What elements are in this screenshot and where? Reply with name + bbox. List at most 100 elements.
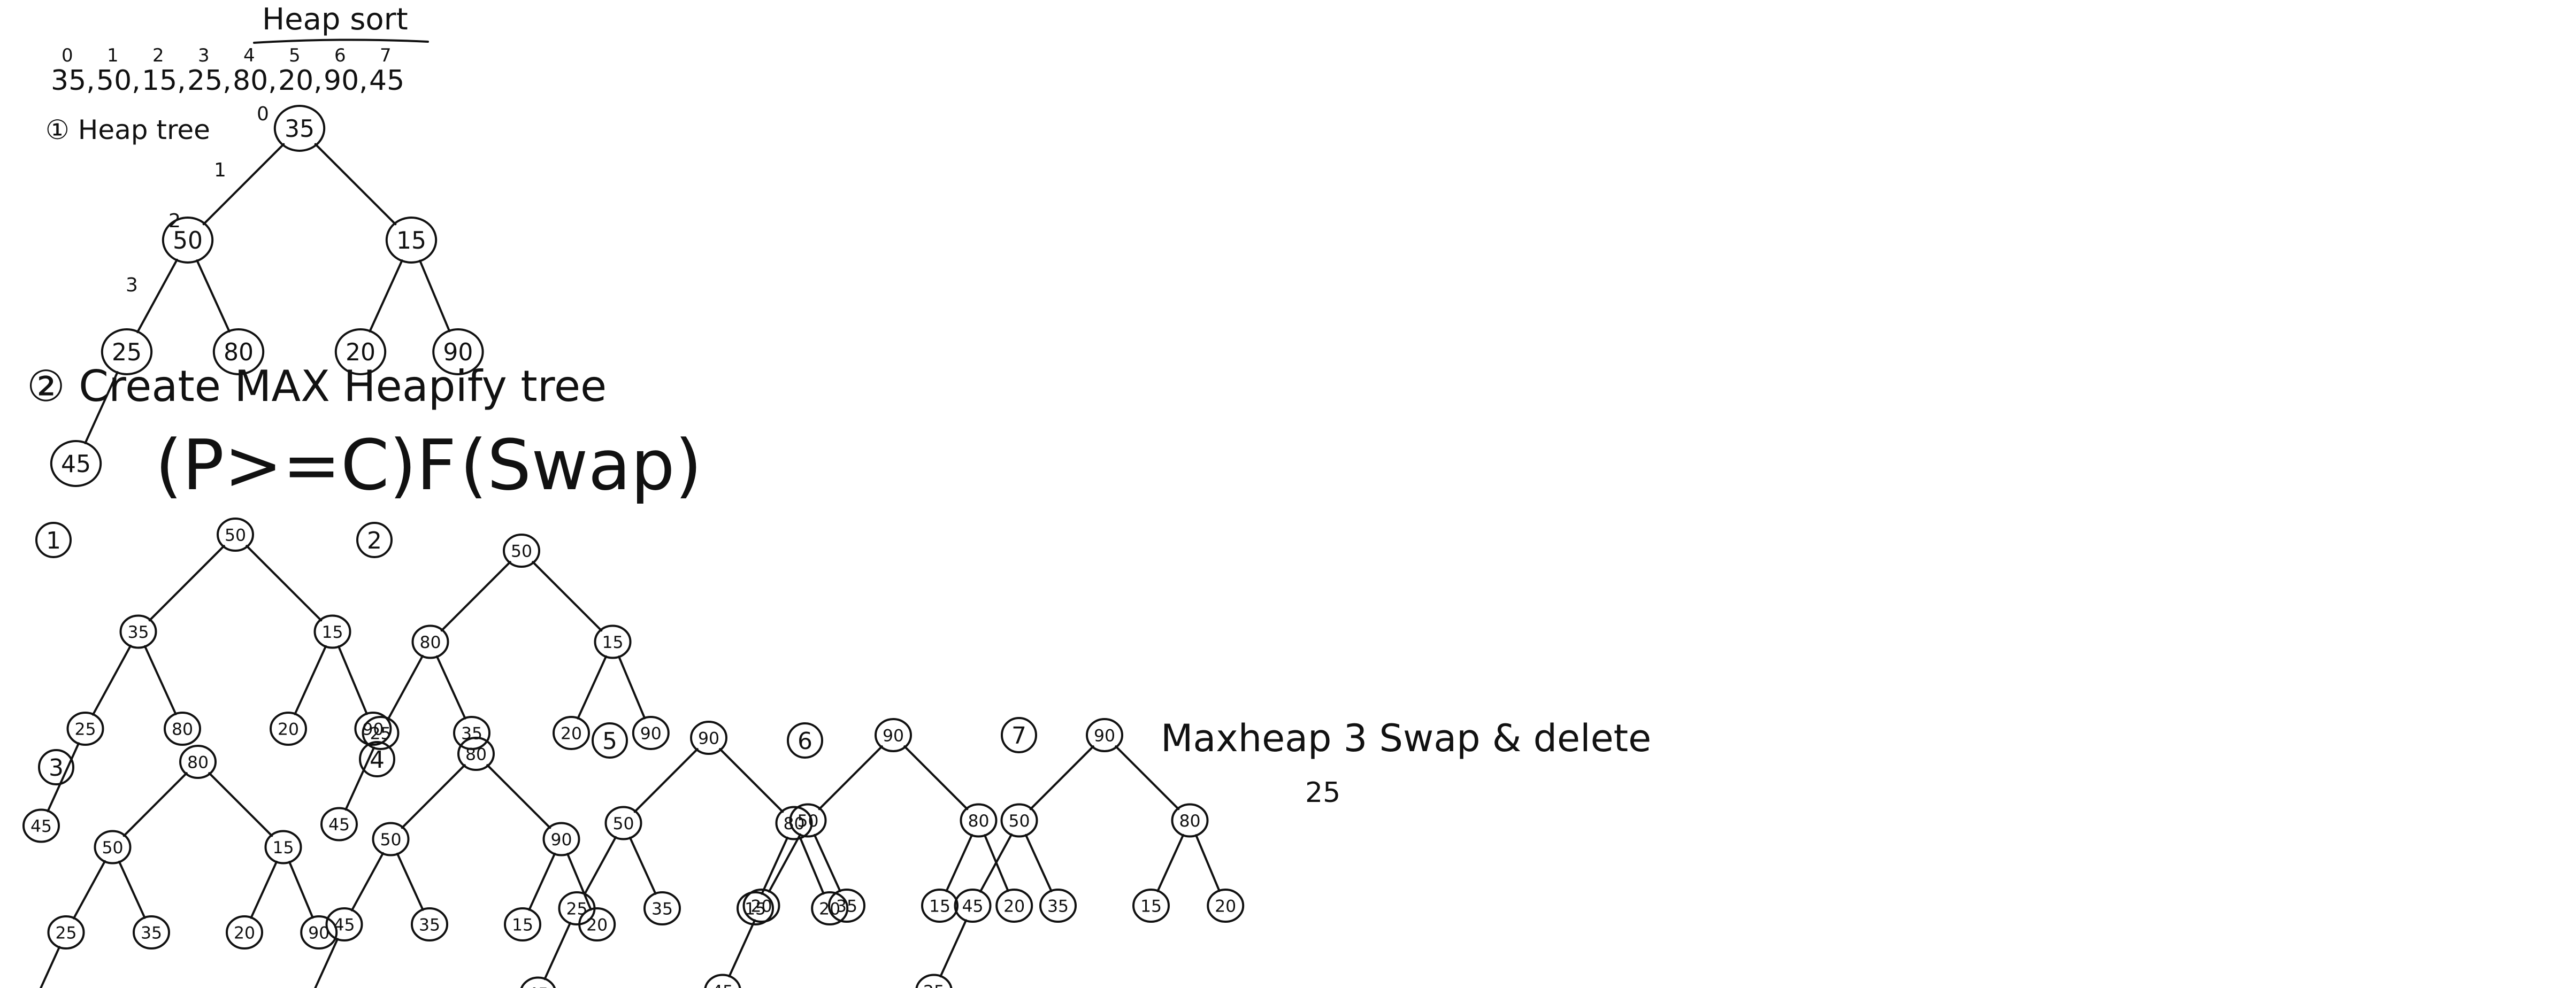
tree-edge <box>40 946 61 988</box>
tree-node-circle <box>372 822 410 856</box>
tree-edge <box>396 852 424 911</box>
tree-node-circle <box>119 614 157 649</box>
tree-node-label: 35 <box>461 724 482 743</box>
tree-edge <box>543 922 572 981</box>
tree-node-circle <box>47 915 85 950</box>
tree-node-label: 90 <box>883 726 904 745</box>
array-value: 35, <box>51 65 95 97</box>
tree-node-circle <box>995 889 1033 923</box>
tree-node-circle <box>362 716 400 750</box>
input-array: 035, 150, 215, 325, 480, 520, 690, 745 <box>51 45 404 97</box>
tree-node-label: 45 <box>333 915 355 935</box>
tree-node-label: 20 <box>278 720 299 739</box>
array-value: 50, <box>96 65 141 97</box>
tree-node-label: 90 <box>640 724 662 743</box>
tree-node-circle <box>828 889 865 923</box>
tree-node-circle <box>704 974 741 988</box>
tree-edge <box>143 645 177 715</box>
step-number-circle <box>356 522 393 558</box>
tree-edge <box>813 833 841 892</box>
step-tree: 6 90 50 80 20 35 15 20 45 <box>704 718 1033 988</box>
step-number: 1 <box>46 527 61 554</box>
tree-node-circle <box>875 718 912 752</box>
tree-node-label: 35 <box>1047 897 1069 916</box>
tree-edge <box>136 258 178 334</box>
tree-node-circle <box>133 915 170 950</box>
tree-edge <box>979 833 1013 893</box>
rule-text: (P>=C)F <box>155 424 456 506</box>
tree-node-label: 25 <box>566 899 587 918</box>
array-index: 0 <box>62 45 73 66</box>
tree-edge <box>628 836 657 895</box>
array-index: 3 <box>198 45 210 66</box>
tree-node-label: 45 <box>30 817 52 836</box>
tree-edge <box>84 371 119 444</box>
level-label: 0 <box>257 103 269 125</box>
tree-node-label: 50 <box>612 814 634 833</box>
tree-node-label: 50 <box>1008 812 1030 831</box>
step-number: 7 <box>1011 722 1026 750</box>
tree-edge <box>350 852 385 912</box>
tree-edge <box>818 745 883 811</box>
tree-edge <box>618 655 646 720</box>
array-index: 2 <box>152 45 164 66</box>
tree-node-circle <box>162 217 214 264</box>
tree-edge <box>387 654 424 720</box>
tree-node-circle <box>954 889 992 923</box>
tree-edge <box>47 742 80 813</box>
tree-node-label: 45 <box>962 897 983 916</box>
tree-node-label: 20 <box>346 339 375 366</box>
tree-node-label: 35 <box>419 915 440 935</box>
tree-edge <box>583 836 617 896</box>
tree-node-circle <box>1207 889 1245 923</box>
tree-node-label: 80 <box>1179 812 1200 831</box>
tree-node-label: 35 <box>836 897 857 916</box>
tree-edge <box>633 748 699 813</box>
tree-node-circle <box>385 217 438 264</box>
tree-edge <box>486 764 551 829</box>
tree-edge <box>1115 745 1180 811</box>
array-index: 7 <box>380 45 392 66</box>
tree-node-circle <box>226 915 263 950</box>
tree-edge <box>440 561 511 632</box>
tree-node-label: 20 <box>234 923 255 943</box>
tree-node-label: 20 <box>750 897 772 916</box>
tree-node-circle <box>66 712 104 746</box>
page-title: Heap sort <box>262 2 408 37</box>
level-label: 3 <box>126 274 138 296</box>
tree-edge <box>1156 833 1185 892</box>
array-value: 15, <box>142 65 186 97</box>
tree-node-label: 25 <box>370 724 391 743</box>
tree-node-circle <box>594 624 632 659</box>
step-number-circle <box>787 722 823 759</box>
tree-edge <box>288 861 314 919</box>
note-text: Maxheap 3 Swap & delete <box>1161 716 1651 760</box>
tree-node-label: 35 <box>127 623 149 642</box>
tree-edge <box>401 764 466 829</box>
array-index: 5 <box>289 45 301 66</box>
tree-node-circle <box>94 830 132 865</box>
tree-node-label: 25 <box>112 339 142 366</box>
tree-node-circle <box>553 716 590 750</box>
tree-edge <box>945 833 973 892</box>
tree-node-label: 80 <box>224 339 254 366</box>
tree-node-circle <box>270 712 307 746</box>
tree-node-circle <box>789 803 827 838</box>
initial-heap-tree: 35 50 15 25 80 20 90 45 0 1 2 3 <box>50 103 484 487</box>
tree-node-circle <box>915 974 953 988</box>
tree-node-label: 20 <box>561 724 582 743</box>
step-number-circle <box>592 722 628 759</box>
step2-label: ② Create MAX Heapify tree <box>27 361 607 411</box>
tree-node-circle <box>411 624 449 659</box>
tree-edge <box>338 645 368 715</box>
tree-edge <box>314 938 339 988</box>
array-value: 90, <box>324 65 368 97</box>
tree-edge <box>1029 745 1094 811</box>
tree-edge <box>118 860 146 919</box>
tree-node-label: 50 <box>225 526 246 545</box>
tree-node-label: 80 <box>172 720 193 739</box>
